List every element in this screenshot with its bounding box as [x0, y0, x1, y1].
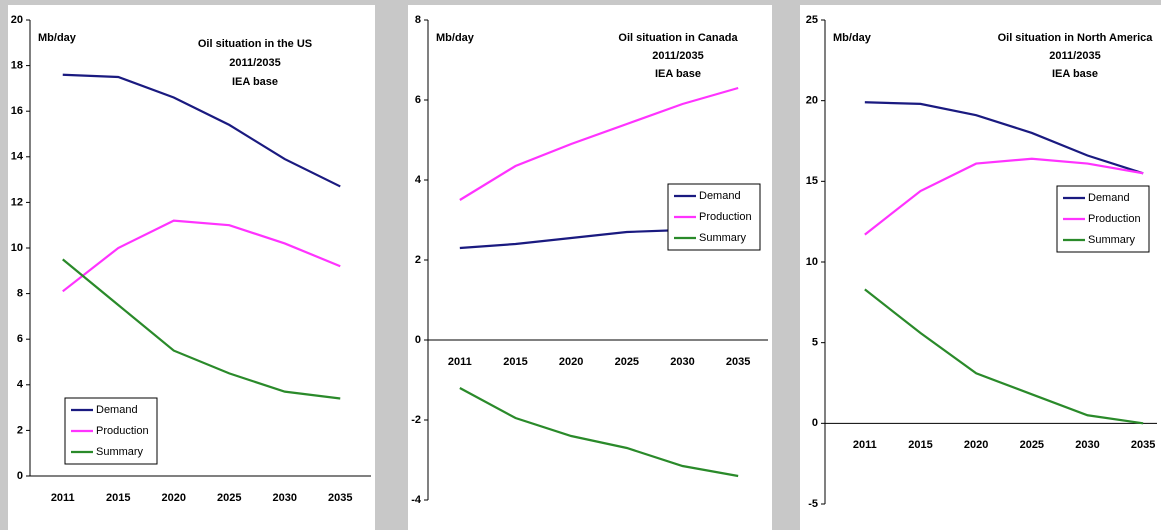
x-tick-label: 2030	[1075, 439, 1099, 451]
x-tick-label: 2025	[615, 356, 639, 368]
line-series	[62, 219, 341, 293]
chart-title: Oil situation in North America	[998, 32, 1154, 44]
chart-panel	[408, 5, 772, 530]
line-series	[459, 86, 739, 201]
chart-subtitle: 2011/2035	[652, 50, 703, 62]
y-tick-label: 14	[11, 151, 24, 163]
x-tick-label: 2011	[448, 356, 472, 368]
y-tick-label: 2	[17, 424, 23, 436]
y-tick-label: 8	[415, 14, 421, 26]
x-tick-label: 2035	[726, 356, 750, 368]
line-series	[62, 73, 341, 188]
legend-label: Production	[96, 425, 149, 437]
y-tick-label: 16	[11, 105, 23, 117]
y-tick-label: 15	[806, 175, 818, 187]
y-tick-label: 25	[806, 14, 818, 26]
x-tick-label: 2025	[1020, 439, 1044, 451]
y-axis-label: Mb/day	[436, 32, 475, 44]
x-tick-label: 2035	[328, 492, 352, 504]
y-tick-label: 5	[812, 337, 818, 349]
legend-label: Summary	[1088, 234, 1136, 246]
line-series	[62, 258, 341, 400]
chart-panel	[8, 5, 375, 530]
y-tick-label: 4	[415, 174, 422, 186]
x-tick-label: 2015	[503, 356, 527, 368]
x-tick-label: 2011	[51, 492, 75, 504]
x-tick-label: 2030	[670, 356, 694, 368]
x-tick-label: 2011	[853, 439, 877, 451]
chart-title: Oil situation in Canada	[618, 32, 738, 44]
y-tick-label: 20	[806, 95, 818, 107]
legend-label: Demand	[699, 190, 741, 202]
legend-label: Demand	[1088, 192, 1130, 204]
y-axis-label: Mb/day	[833, 32, 872, 44]
y-tick-label: 4	[17, 379, 24, 391]
line-series	[459, 387, 739, 478]
chart-subtitle: IEA base	[655, 68, 701, 80]
y-tick-label: 10	[11, 242, 23, 254]
legend-label: Production	[699, 211, 752, 223]
x-tick-label: 2020	[162, 492, 186, 504]
line-series	[864, 288, 1144, 425]
y-tick-label: 18	[11, 60, 23, 72]
y-tick-label: -4	[411, 494, 422, 506]
chart-subtitle: IEA base	[1052, 68, 1098, 80]
x-tick-label: 2020	[559, 356, 583, 368]
legend-label: Production	[1088, 213, 1141, 225]
x-tick-label: 2035	[1131, 439, 1155, 451]
x-tick-label: 2015	[908, 439, 932, 451]
y-tick-label: 6	[17, 333, 23, 345]
chart-panel	[800, 5, 1161, 530]
y-tick-label: 20	[11, 14, 23, 26]
y-tick-label: 6	[415, 94, 421, 106]
x-tick-label: 2025	[217, 492, 241, 504]
chart-subtitle: 2011/2035	[1049, 50, 1100, 62]
y-tick-label: 2	[415, 254, 421, 266]
y-tick-label: 0	[415, 334, 421, 346]
y-tick-label: 12	[11, 196, 23, 208]
chart: -4 -2 0 2 4 6 8 2011 2015 2020 2025 2030 2035 Mb/day O…	[408, 5, 772, 530]
line-series	[864, 101, 1144, 175]
y-tick-label: -5	[808, 498, 818, 510]
x-tick-label: 2030	[273, 492, 297, 504]
y-tick-label: 10	[806, 256, 818, 268]
y-tick-label: 0	[812, 417, 818, 429]
y-axis-label: Mb/day	[38, 32, 77, 44]
chart: 0 2 4 6 8 10 12 14 16 18 20 2011 2015 2020 2025 2030 203…	[8, 5, 375, 530]
line-series	[864, 157, 1144, 236]
x-tick-label: 2020	[964, 439, 988, 451]
x-tick-label: 2015	[106, 492, 130, 504]
chart-subtitle: 2011/2035	[229, 57, 280, 69]
chart-subtitle: IEA base	[232, 76, 278, 88]
y-tick-label: -2	[411, 414, 421, 426]
y-tick-label: 8	[17, 288, 23, 300]
legend-label: Summary	[699, 232, 747, 244]
legend-label: Demand	[96, 404, 138, 416]
chart-title: Oil situation in the US	[198, 38, 312, 50]
y-tick-label: 0	[17, 470, 23, 482]
legend-label: Summary	[96, 446, 144, 458]
